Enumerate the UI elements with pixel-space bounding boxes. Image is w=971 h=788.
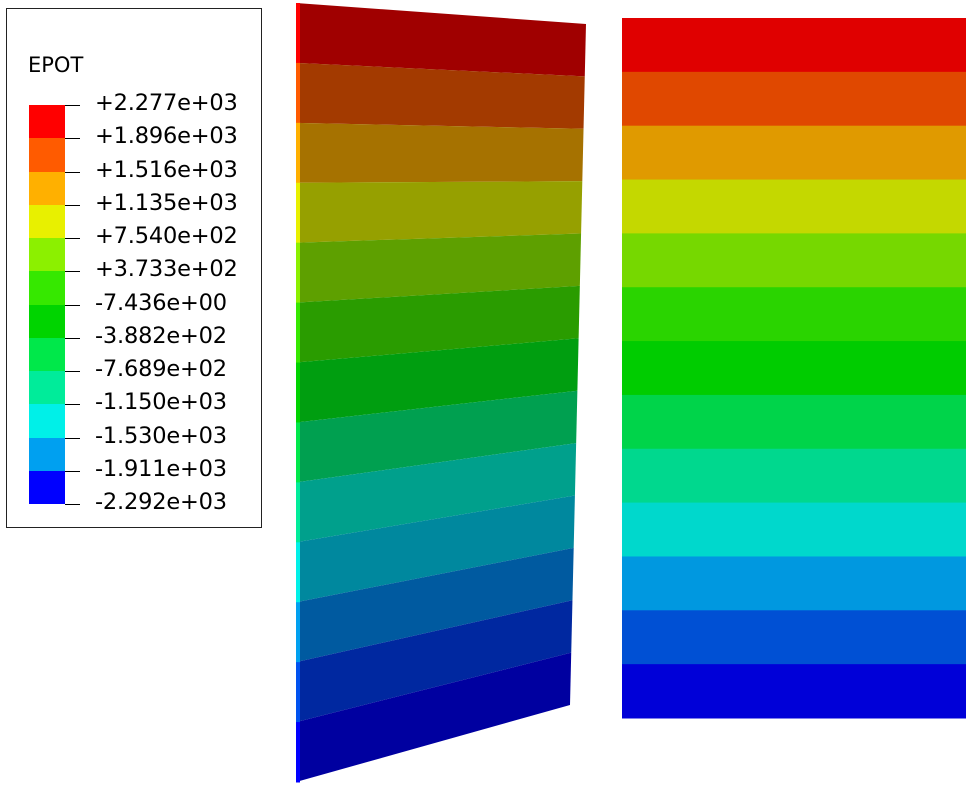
legend-label: +7.540e+02 [95,223,238,249]
right-model-band [622,233,966,288]
legend-tick [65,138,80,140]
right-model-band [622,556,966,611]
left-model-edge [296,302,300,364]
left-model-edge [296,62,300,124]
legend-swatch [29,404,65,438]
right-model-band [622,448,966,504]
left-model-band [296,181,583,243]
legend-label: +1.135e+03 [95,189,238,216]
left-model-edge [296,3,300,64]
left-model-band [296,547,574,663]
left-model-band [296,62,585,129]
legend-tick [65,238,80,239]
legend-swatch [29,204,65,238]
legend-swatch [29,337,65,371]
legend-label: -2.292e+03 [95,489,227,515]
right-model-band [622,664,966,719]
right-model-band [622,502,966,557]
left-model-edge [296,602,300,663]
left-model-band [296,390,578,483]
legend-label: -1.530e+03 [95,422,227,449]
legend-label: +1.896e+03 [95,123,238,150]
legend-swatch [29,371,65,405]
legend-color-bar [29,105,65,504]
left-model-deformed [296,3,586,783]
legend-label: -1.150e+03 [95,389,227,416]
left-model-band [296,122,584,183]
legend-label: -1.911e+03 [95,455,227,482]
legend-tick [65,204,80,206]
left-model-edge [296,662,300,723]
legend-tick [65,470,80,472]
legend-tick [65,371,80,372]
legend-label: +3.733e+02 [95,256,238,283]
legend-swatch [29,304,65,338]
legend-tick [65,271,80,273]
legend-title: EPOT [28,53,84,77]
left-model-edge [296,482,300,543]
left-model-edge [296,422,300,483]
left-model-band [296,338,579,423]
legend-label: +1.516e+03 [95,156,238,183]
legend-swatch [29,105,65,139]
right-model-band [622,18,966,73]
right-model-undeformed [622,18,966,719]
right-model-band [622,287,966,342]
legend-swatch [29,271,65,305]
left-model-band [296,600,573,723]
legend-tick [65,304,80,306]
legend-tick [65,437,80,439]
legend-tick [65,404,80,406]
right-model-band [622,341,966,396]
left-model-band [296,285,580,363]
right-model-band [622,610,966,665]
left-model-edge [296,242,300,304]
right-model-band [622,125,966,181]
legend-swatch [29,138,65,172]
legend-label: +2.277e+03 [95,90,238,116]
legend-tick [65,504,80,505]
left-model-band [296,3,586,77]
left-model-edge [296,362,300,423]
legend-swatch [29,437,65,471]
left-model-edge [296,722,300,783]
legend-swatch [29,470,65,504]
left-model-edge [296,542,300,603]
legend-tick [65,337,80,339]
legend-label: -3.882e+02 [95,322,227,349]
legend-label: -7.436e+00 [95,289,227,316]
left-model-edge [296,122,300,184]
right-model-band [622,71,966,127]
right-model-band [622,179,966,234]
left-model-edge [296,182,300,244]
legend-tick [65,105,80,106]
legend-swatch [29,171,65,205]
legend-tick [65,171,80,173]
right-model-band [622,394,966,450]
left-model-band [296,495,575,603]
left-model-band [296,652,572,782]
contour-legend: EPOT +2.277e+03 +1.896e+03 +1.516e+03 +1.13… [6,8,262,528]
legend-swatch [29,238,65,272]
legend-label: -7.689e+02 [95,356,227,382]
left-model-band [296,443,577,543]
left-model-band [296,233,582,303]
